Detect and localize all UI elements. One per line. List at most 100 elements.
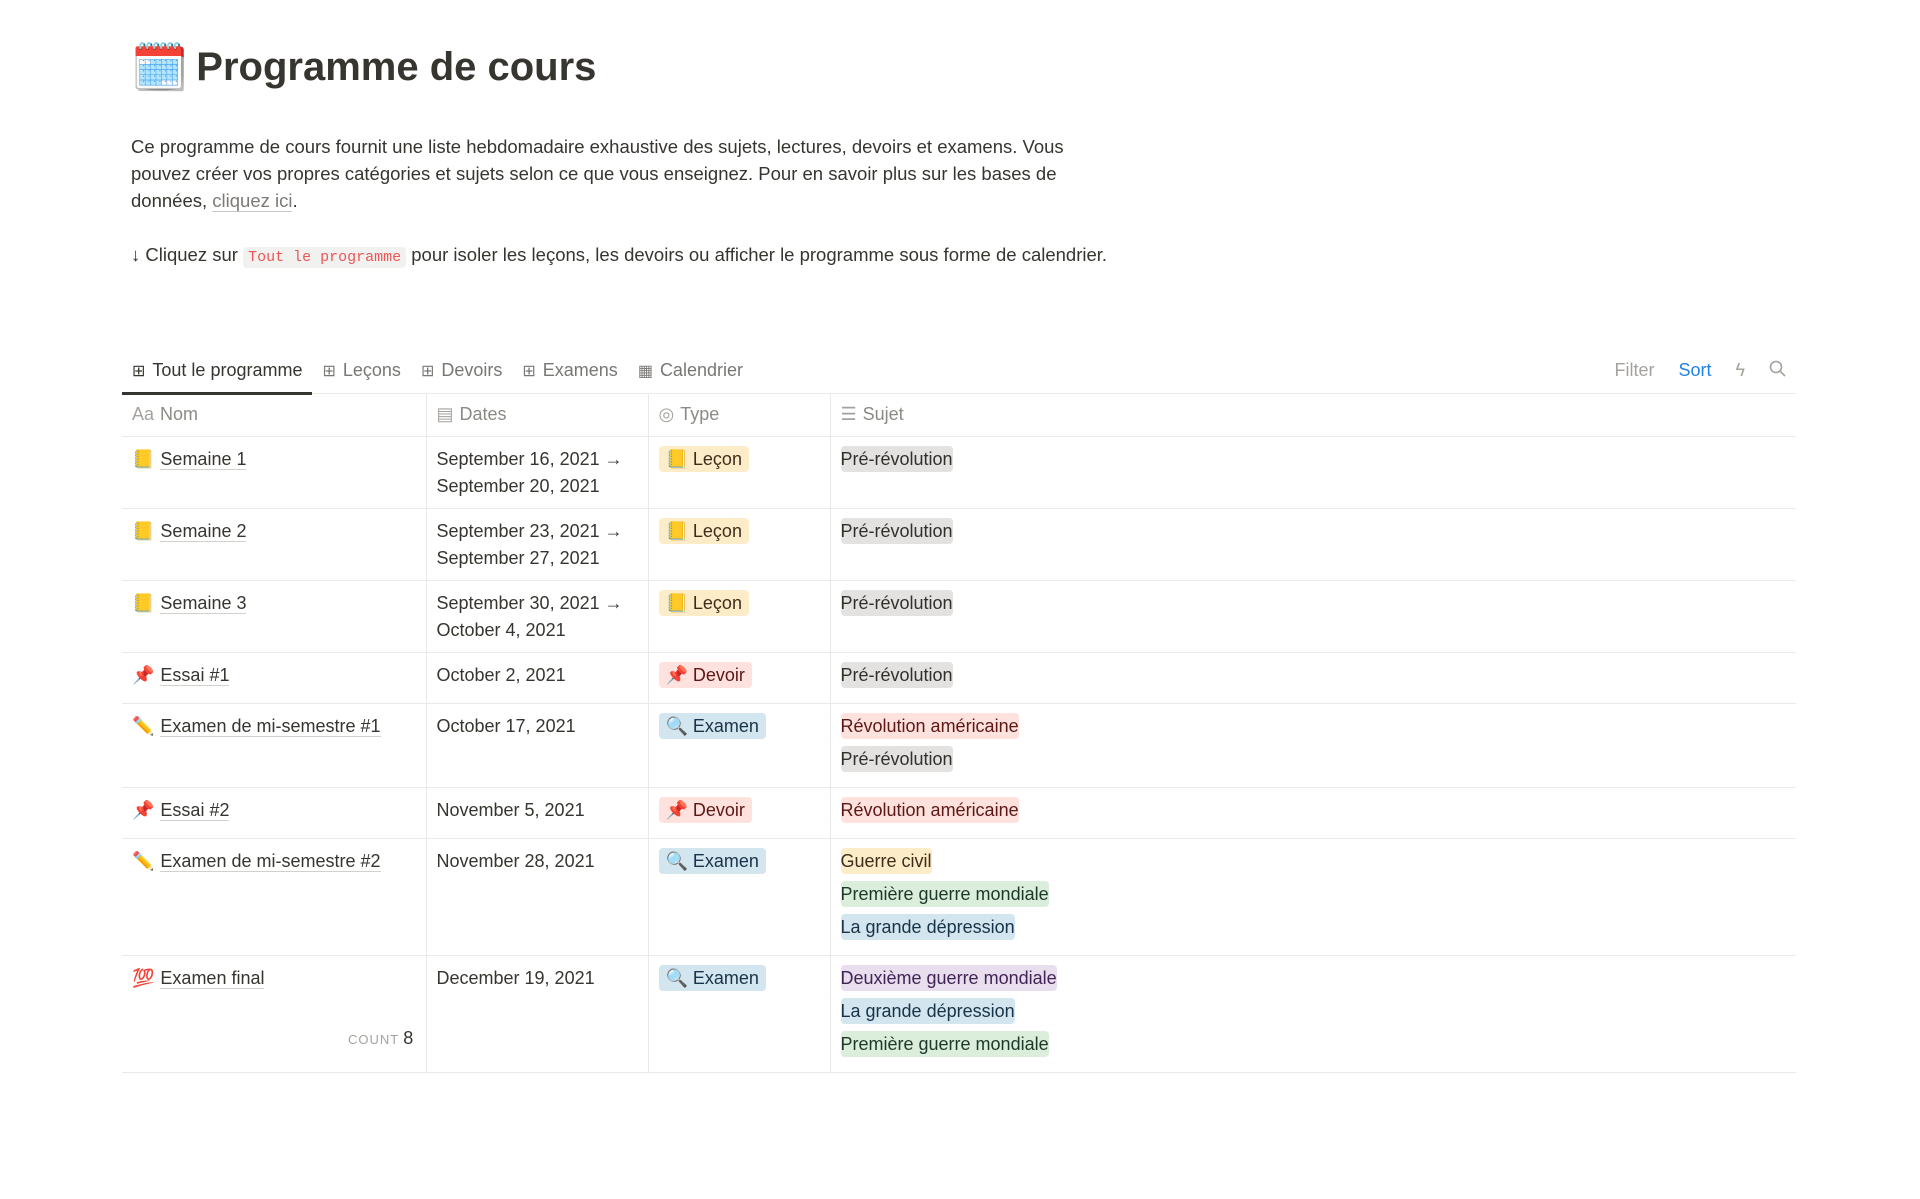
- subject-tag[interactable]: Guerre civil: [840, 847, 932, 874]
- tab-4[interactable]: ▦ Calendrier: [628, 348, 753, 394]
- type-tag[interactable]: 🔍 Examen: [658, 847, 766, 874]
- column-header-3[interactable]: ☰ Sujet: [830, 394, 1796, 437]
- tab-1[interactable]: ⊞ Leçons: [312, 348, 410, 394]
- column-label: Type: [680, 404, 720, 425]
- type-cell: 🔍 Examen: [648, 838, 831, 956]
- column-label: Nom: [160, 404, 199, 425]
- subject-tag[interactable]: La grande dépression: [840, 913, 1015, 940]
- column-icon: ▤: [436, 404, 454, 425]
- type-tag[interactable]: 📒 Leçon: [658, 517, 749, 544]
- name-cell: ✏️ Examen de mi-semestre #1: [122, 703, 427, 788]
- count-label: COUNT: [348, 1032, 400, 1047]
- date-value: September 16, 2021 → September 20, 2021: [436, 448, 623, 496]
- row-name-link[interactable]: Essai #1: [160, 664, 230, 686]
- page-title-text[interactable]: Programme de cours: [196, 44, 597, 89]
- table-row: 📌 Essai #2 November 5, 2021 📌 Devoir Révolut…: [122, 787, 1796, 839]
- page-title: 🗓️ Programme de cours: [131, 44, 596, 90]
- date-value: October 17, 2021: [436, 715, 576, 736]
- table-icon: ⊞: [522, 362, 536, 380]
- table-row: 📌 Essai #1 October 2, 2021 📌 Devoir Pré-révo…: [122, 652, 1796, 704]
- tab-0[interactable]: ⊞ Tout le programme: [122, 348, 313, 395]
- column-header-0[interactable]: Aa Nom: [122, 394, 427, 437]
- type-tag[interactable]: 📌 Devoir: [658, 661, 752, 688]
- toolbar: Filter Sort ϟ: [1614, 360, 1796, 382]
- table-row: 📒 Semaine 1 September 16, 2021 → September…: [122, 436, 1796, 509]
- date-value: September 30, 2021 → October 4, 2021: [436, 592, 623, 640]
- date-value: November 5, 2021: [436, 799, 585, 820]
- search-icon[interactable]: [1769, 360, 1786, 382]
- column-label: Dates: [459, 404, 507, 425]
- subject-tag[interactable]: Pré-révolution: [840, 745, 953, 772]
- name-cell: ✏️ Examen de mi-semestre #2: [122, 838, 427, 956]
- calendar-emoji-icon[interactable]: 🗓️: [131, 41, 189, 93]
- row-name-link[interactable]: Essai #2: [160, 799, 230, 821]
- subject-tag[interactable]: Pré-révolution: [840, 517, 953, 544]
- name-cell: 📌 Essai #1: [122, 652, 427, 704]
- learn-more-link[interactable]: cliquez ici: [212, 190, 293, 212]
- count-footer: COUNT 8: [348, 1028, 413, 1049]
- type-cell: 🔍 Examen: [648, 703, 831, 788]
- hint: ↓ Cliquez sur Tout le programme pour iso…: [131, 241, 1111, 271]
- row-emoji-icon: 📒: [132, 592, 155, 613]
- dates-cell: October 2, 2021: [426, 652, 649, 704]
- subject-tag[interactable]: La grande dépression: [840, 997, 1015, 1024]
- row-name-link[interactable]: Semaine 1: [160, 448, 247, 470]
- dates-cell: November 28, 2021: [426, 838, 649, 956]
- inline-code: Tout le programme: [243, 247, 407, 268]
- column-header-2[interactable]: ◎ Type: [648, 394, 831, 437]
- subject-cell: Pré-révolution: [830, 652, 1796, 704]
- subject-cell: Révolution américaine Pré-révolution: [830, 703, 1796, 788]
- subject-tag[interactable]: Pré-révolution: [840, 445, 953, 472]
- row-name-link[interactable]: Semaine 3: [160, 592, 247, 614]
- row-name-link[interactable]: Examen de mi-semestre #1: [160, 715, 381, 737]
- filter-button[interactable]: Filter: [1614, 360, 1655, 380]
- subject-tag[interactable]: Première guerre mondiale: [840, 880, 1049, 907]
- type-tag[interactable]: 📌 Devoir: [658, 796, 752, 823]
- row-name-link[interactable]: Examen de mi-semestre #2: [160, 850, 381, 872]
- subject-tag[interactable]: Révolution américaine: [840, 712, 1019, 739]
- row-name-link[interactable]: Examen final: [160, 967, 265, 989]
- table-row: 💯 Examen final December 19, 2021 🔍 Examen De…: [122, 955, 1796, 1073]
- type-tag[interactable]: 📒 Leçon: [658, 589, 749, 616]
- subject-tag[interactable]: Première guerre mondiale: [840, 1030, 1049, 1057]
- hint-text-end: pour isoler les leçons, les devoirs ou a…: [406, 244, 1108, 265]
- type-cell: 📒 Leçon: [648, 508, 831, 581]
- type-cell: 📒 Leçon: [648, 436, 831, 509]
- table-icon: ⊞: [420, 362, 435, 380]
- row-name-link[interactable]: Semaine 2: [160, 520, 247, 542]
- column-label: Sujet: [862, 404, 904, 425]
- subject-tag[interactable]: Deuxième guerre mondiale: [840, 964, 1057, 991]
- table-row: ✏️ Examen de mi-semestre #2 November 28, 2…: [122, 838, 1796, 956]
- row-emoji-icon: ✏️: [132, 715, 155, 736]
- dates-cell: October 17, 2021: [426, 703, 649, 788]
- tab-label: Examens: [542, 360, 618, 380]
- type-tag[interactable]: 📒 Leçon: [658, 445, 749, 472]
- name-cell: 📌 Essai #2: [122, 787, 427, 839]
- lightning-icon[interactable]: ϟ: [1735, 360, 1745, 380]
- type-tag[interactable]: 🔍 Examen: [658, 712, 766, 739]
- dates-cell: November 5, 2021: [426, 787, 649, 839]
- sort-button[interactable]: Sort: [1678, 360, 1712, 380]
- subject-tag[interactable]: Pré-révolution: [840, 589, 953, 616]
- subject-tag[interactable]: Révolution américaine: [840, 796, 1019, 823]
- subject-cell: Pré-révolution: [830, 580, 1796, 653]
- calendar-icon: ▦: [637, 362, 653, 380]
- subject-cell: Révolution américaine: [830, 787, 1796, 839]
- row-emoji-icon: 📒: [132, 520, 155, 541]
- table-row: 📒 Semaine 2 September 23, 2021 → September…: [122, 508, 1796, 581]
- table-icon: ⊞: [132, 362, 146, 380]
- table-row: ✏️ Examen de mi-semestre #1 October 17, 20…: [122, 703, 1796, 788]
- tab-2[interactable]: ⊞ Devoirs: [411, 348, 512, 394]
- description-end: .: [292, 190, 298, 211]
- row-emoji-icon: ✏️: [132, 850, 155, 871]
- tab-3[interactable]: ⊞ Examens: [512, 348, 627, 394]
- dates-cell: December 19, 2021: [426, 955, 649, 1073]
- subject-tag[interactable]: Pré-révolution: [840, 661, 953, 688]
- row-emoji-icon: 📌: [132, 664, 155, 685]
- type-cell: 📌 Devoir: [648, 652, 831, 704]
- column-header-1[interactable]: ▤ Dates: [426, 394, 649, 437]
- type-tag[interactable]: 🔍 Examen: [658, 964, 766, 991]
- row-emoji-icon: 📒: [132, 448, 155, 469]
- type-cell: 📒 Leçon: [648, 580, 831, 653]
- subject-cell: Pré-révolution: [830, 508, 1796, 581]
